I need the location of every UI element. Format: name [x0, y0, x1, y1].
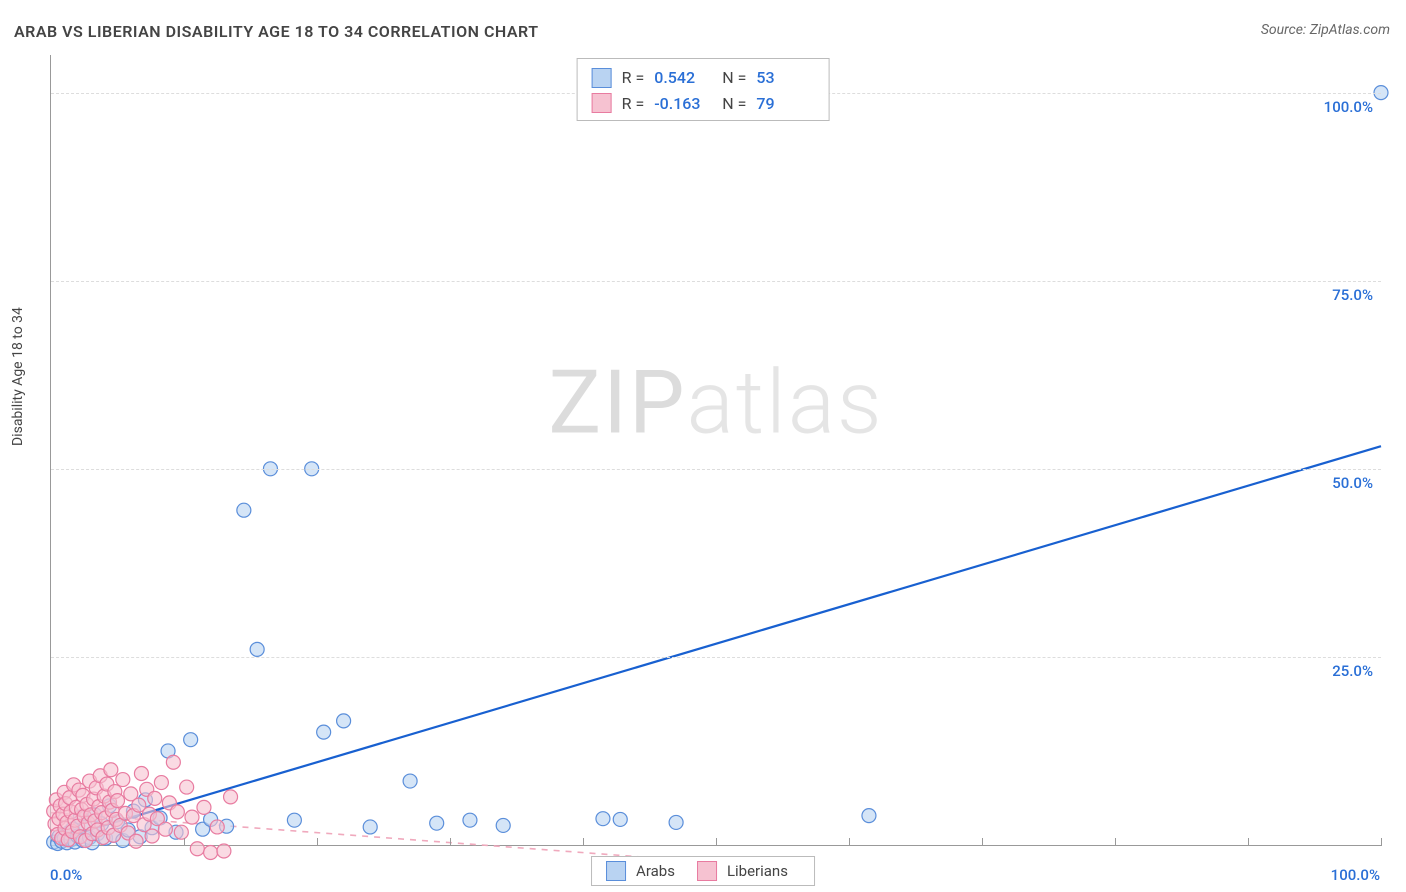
x-tick: [184, 838, 185, 846]
data-point: [180, 780, 194, 794]
gridline: [51, 657, 1381, 658]
data-point: [430, 816, 444, 830]
data-point: [210, 820, 224, 834]
legend-label: Arabs: [636, 862, 675, 880]
stats-row: R = 0.542 N = 53: [592, 65, 815, 91]
source-prefix: Source:: [1261, 22, 1310, 38]
r-value: 0.542: [654, 65, 712, 91]
data-point: [190, 842, 204, 856]
data-point: [596, 812, 610, 826]
x-tick: [317, 838, 318, 846]
series-swatch: [592, 93, 612, 113]
n-label: N =: [722, 65, 746, 91]
x-axis-min-label: 0.0%: [50, 866, 82, 884]
x-tick: [1248, 838, 1249, 846]
data-point: [237, 503, 251, 517]
legend-swatch: [697, 861, 717, 881]
y-axis-label: Disability Age 18 to 34: [10, 307, 26, 446]
legend-label: Liberians: [727, 862, 788, 880]
data-point: [317, 725, 331, 739]
r-label: R =: [622, 65, 645, 91]
data-point: [184, 733, 198, 747]
r-label: R =: [622, 91, 645, 117]
data-point: [104, 763, 118, 777]
data-point: [154, 776, 168, 790]
y-tick-label: 75.0%: [1332, 286, 1373, 304]
data-point: [204, 846, 218, 860]
source-name: ZipAtlas.com: [1310, 22, 1390, 38]
y-tick-label: 50.0%: [1332, 474, 1373, 492]
chart-container: ARAB VS LIBERIAN DISABILITY AGE 18 TO 34…: [0, 0, 1406, 892]
data-point: [862, 809, 876, 823]
data-point: [496, 818, 510, 832]
data-point: [250, 642, 264, 656]
data-point: [158, 822, 172, 836]
data-point: [116, 773, 130, 787]
x-tick: [450, 838, 451, 846]
trend-line: [51, 446, 1381, 841]
data-point: [217, 844, 231, 858]
data-point: [148, 791, 162, 805]
data-point: [463, 813, 477, 827]
x-tick: [982, 838, 983, 846]
stats-row: R = -0.163 N = 79: [592, 91, 815, 117]
data-point: [669, 815, 683, 829]
x-tick: [583, 838, 584, 846]
data-point: [224, 790, 238, 804]
y-tick-label: 25.0%: [1332, 662, 1373, 680]
gridline: [51, 469, 1381, 470]
data-point: [287, 813, 301, 827]
r-value: -0.163: [654, 91, 712, 117]
n-label: N =: [722, 91, 746, 117]
x-axis-max-label: 100.0%: [1331, 866, 1380, 884]
data-point: [613, 812, 627, 826]
source-attribution: Source: ZipAtlas.com: [1261, 22, 1390, 38]
legend-swatch: [606, 861, 626, 881]
x-tick: [1115, 838, 1116, 846]
x-tick: [716, 838, 717, 846]
plot-area: ZIPatlas 25.0%50.0%75.0%100.0%: [50, 55, 1381, 846]
data-point: [174, 825, 188, 839]
data-point: [403, 774, 417, 788]
data-point: [363, 820, 377, 834]
n-value: 53: [756, 65, 814, 91]
data-point: [134, 767, 148, 781]
x-tick: [849, 838, 850, 846]
data-point: [129, 834, 143, 848]
chart-title: ARAB VS LIBERIAN DISABILITY AGE 18 TO 34…: [14, 22, 539, 41]
data-point: [145, 829, 159, 843]
stats-box: R = 0.542 N = 53 R = -0.163 N = 79: [577, 58, 830, 121]
legend: Arabs Liberians: [591, 856, 815, 886]
gridline: [51, 281, 1381, 282]
y-tick-label: 100.0%: [1324, 98, 1373, 116]
data-point: [337, 714, 351, 728]
plot-svg: [51, 55, 1381, 845]
n-value: 79: [756, 91, 814, 117]
series-swatch: [592, 68, 612, 88]
data-point: [185, 810, 199, 824]
data-point: [170, 805, 184, 819]
data-point: [166, 755, 180, 769]
data-point: [111, 794, 125, 808]
data-point: [197, 800, 211, 814]
x-tick: [1381, 838, 1382, 846]
